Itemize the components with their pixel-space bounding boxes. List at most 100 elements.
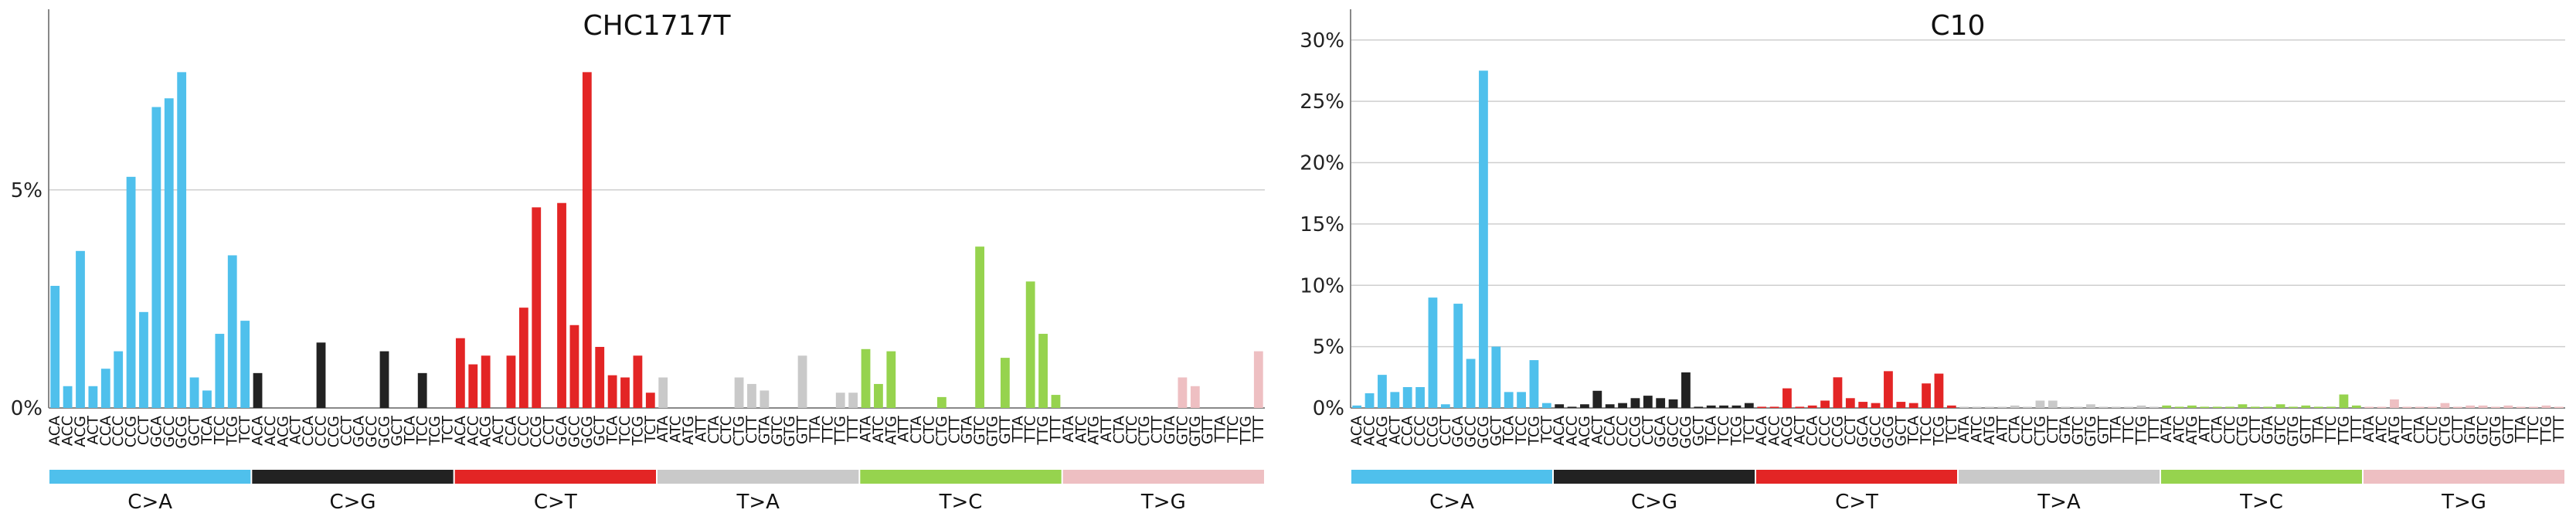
x-tick-label: ATT (895, 416, 912, 443)
x-tick-label: ATG (680, 416, 697, 445)
y-tick-label: 0% (1313, 397, 1344, 420)
x-tick-label: ATC (1969, 416, 1986, 443)
chart-title: C10 (1931, 10, 1986, 42)
y-tick-label: 10% (1300, 274, 1344, 297)
x-tick-label: TCG (629, 416, 646, 446)
x-tick-label: ATA (858, 416, 875, 443)
x-tick-label: GTC (2070, 416, 2087, 445)
x-tick-label: TTC (2525, 416, 2542, 444)
bar-TtoA-GTA (2061, 406, 2071, 408)
x-tick-label: TCG (1930, 416, 1947, 446)
x-tick-label: TTG (1035, 416, 1052, 446)
x-tick-label: CTG (2234, 416, 2251, 447)
x-tick-label: CCT (1842, 416, 1859, 446)
bar-CtoA-GCG (1479, 70, 1488, 408)
x-tick-label: GCT (1487, 416, 1504, 447)
bar-CtoA-TCT (240, 321, 250, 408)
bar-CtoA-GCT (189, 377, 199, 408)
x-tick-label: CTC (2424, 416, 2441, 444)
x-tick-label: GCC (1463, 416, 1480, 447)
group-color-bar (1062, 470, 1264, 484)
bar-TtoA-CTG (734, 377, 744, 408)
x-tick-label: CTA (2007, 416, 2024, 444)
x-tick-label: CCG (1829, 416, 1846, 447)
group-label: C>A (1429, 491, 1474, 514)
bar-CtoG-CCA (1605, 404, 1615, 408)
bar-TtoG-GTA (2466, 405, 2476, 408)
bar-TtoG-GTG (2491, 406, 2500, 408)
x-tick-label: GTC (971, 416, 988, 445)
bar-CtoT-CCC (518, 308, 528, 408)
x-tick-label: ACA (46, 416, 63, 446)
x-tick-label: ACC (59, 416, 76, 446)
x-tick-label: ACG (72, 416, 89, 447)
x-tick-label: TTC (819, 416, 836, 444)
x-tick-label: ATA (1956, 416, 1973, 443)
bar-CtoA-CCG (126, 176, 136, 408)
x-tick-label: CCT (541, 416, 558, 446)
bar-TtoC-ATC (874, 383, 883, 408)
bar-TtoC-TTA (2313, 406, 2323, 408)
x-tick-label: GCA (148, 416, 165, 447)
x-tick-label: CTG (2031, 416, 2048, 447)
bar-CtoG-ACA (253, 372, 263, 408)
bar-CtoT-GCA (1858, 402, 1868, 408)
bar-TtoC-ATT (2200, 406, 2210, 408)
bar-CtoG-TCC (1719, 405, 1728, 408)
bar-CtoA-GCA (1453, 304, 1463, 408)
x-tick-label: GTC (2272, 416, 2289, 445)
bar-TtoC-GTC (975, 246, 984, 408)
bar-TtoA-ATT (1997, 406, 2007, 408)
x-tick-label: ACC (1564, 416, 1581, 446)
group-color-bar (1756, 470, 1957, 484)
bar-CtoG-CCC (316, 342, 326, 408)
bar-CtoG-TCG (1731, 405, 1742, 408)
x-tick-label: CCT (1640, 416, 1657, 446)
bar-CtoG-TCC (417, 372, 427, 408)
x-tick-label: GCC (566, 416, 583, 447)
x-tick-label: ACA (1348, 416, 1365, 446)
y-tick-label: 0% (11, 397, 42, 420)
group-color-bar (1554, 470, 1755, 484)
bar-TtoA-TTG (2136, 405, 2146, 408)
x-tick-label: CTT (2449, 416, 2466, 444)
x-tick-label: TCG (1525, 416, 1542, 446)
x-tick-label: CCA (1602, 416, 1619, 447)
x-tick-label: GTT (1199, 416, 1216, 444)
x-tick-label: ACG (477, 416, 494, 447)
x-tick-label: CTT (743, 416, 760, 444)
bar-CtoT-TCC (620, 377, 630, 408)
x-tick-label: CTC (2221, 416, 2238, 444)
x-tick-label: TCA (1500, 416, 1517, 445)
x-tick-label: ACT (287, 416, 304, 445)
x-tick-label: GTA (2259, 416, 2276, 444)
bar-TtoC-ATG (2187, 405, 2197, 408)
bar-CtoA-TCC (1517, 392, 1526, 408)
x-tick-label: ACC (1766, 416, 1783, 446)
x-tick-label: GCT (389, 416, 406, 447)
x-tick-label: TCG (427, 416, 443, 446)
x-tick-label: TTG (2133, 416, 2149, 446)
bar-CtoT-GCA (557, 202, 566, 408)
x-tick-label: ACA (250, 416, 267, 446)
bar-CtoA-GCA (151, 107, 161, 409)
x-tick-label: GCA (1854, 416, 1871, 447)
bar-TtoA-TTT (2149, 406, 2159, 408)
group-color-bar (1351, 470, 1552, 484)
bar-CtoT-TCA (1908, 403, 1918, 408)
x-tick-label: TCG (1728, 416, 1745, 446)
x-tick-label: TCC (211, 416, 228, 445)
x-tick-label: GCG (1677, 416, 1694, 449)
x-tick-label: TTA (2310, 416, 2327, 443)
bar-CtoA-ACC (63, 386, 73, 408)
x-tick-label: TCA (604, 416, 621, 445)
bar-CtoA-CCA (100, 369, 110, 408)
y-tick-label: 25% (1300, 90, 1344, 114)
bar-TtoA-GTT (797, 355, 807, 408)
bar-TtoA-TTT (848, 393, 858, 408)
bar-TtoC-TTT (1051, 395, 1061, 408)
bar-TtoC-GTT (1000, 358, 1010, 408)
x-tick-label: CCC (1614, 416, 1631, 447)
group-label: C>G (1631, 491, 1677, 514)
x-tick-label: CTG (2436, 416, 2453, 447)
